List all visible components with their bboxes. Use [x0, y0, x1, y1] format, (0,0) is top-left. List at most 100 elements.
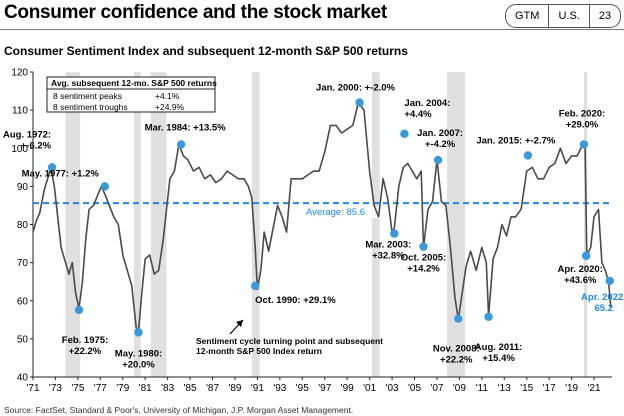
x-tick-label: '85	[184, 383, 197, 394]
x-tick-label: '97	[318, 383, 331, 394]
recession-band	[65, 72, 81, 377]
x-tick-label: '81	[139, 383, 152, 394]
recession-band	[371, 72, 380, 377]
data-label: Apr. 2020:	[557, 264, 602, 275]
data-label: Jan. 2015: +-2.7%	[476, 135, 556, 146]
data-label: +20.0%	[122, 359, 155, 370]
x-tick-label: '17	[543, 383, 556, 394]
data-label: +-4.2%	[425, 139, 456, 150]
x-tick-label: '07	[430, 383, 443, 394]
x-tick-label: '11	[476, 383, 489, 394]
x-tick-label: '03	[386, 383, 399, 394]
data-point	[579, 140, 589, 149]
y-tick-label: 40	[17, 373, 29, 384]
summary-table-row-value: +4.1%	[155, 91, 180, 101]
x-tick-label: '01	[363, 383, 376, 394]
summary-table-row-value: +24.9%	[155, 102, 185, 112]
data-label: Feb. 1975:	[62, 335, 108, 346]
badge-page-number: 23	[588, 5, 620, 27]
data-label: Apr. 2022:	[581, 292, 624, 303]
y-tick-label: 120	[11, 68, 28, 79]
x-tick-label: '87	[206, 383, 219, 394]
y-tick-label: 90	[17, 182, 29, 193]
x-tick-label: '99	[341, 383, 354, 394]
sentiment-line	[32, 101, 612, 333]
chart-title: Consumer Sentiment Index and subsequent …	[4, 44, 408, 58]
data-label: +32.8%	[372, 251, 405, 262]
y-tick-label: 110	[12, 106, 28, 117]
x-tick-label: '71	[26, 383, 39, 394]
y-tick-label: 50	[17, 334, 29, 345]
x-tick-label: '77	[94, 383, 107, 394]
data-point	[419, 242, 428, 251]
summary-table-header: Avg. subsequent 12-mo. S&P 500 returns	[51, 78, 217, 88]
data-label: +15.4%	[482, 353, 515, 364]
y-tick-label: 100	[11, 144, 28, 155]
annotation-text: Sentiment cycle turning point and subseq…	[196, 336, 383, 346]
data-label: Nov. 2008:	[433, 344, 480, 355]
data-point	[454, 314, 463, 323]
data-point	[390, 229, 399, 238]
data-label: +-6.2%	[21, 140, 52, 151]
data-point	[400, 129, 409, 138]
data-point	[250, 281, 260, 291]
data-point	[355, 98, 364, 107]
y-tick-label: 70	[17, 258, 29, 269]
page-title: Consumer confidence and the stock market	[4, 2, 387, 23]
y-tick-label: 80	[17, 220, 29, 231]
data-point	[433, 155, 443, 165]
source-note: Source: FactSet, Standard & Poor's, Univ…	[4, 405, 354, 415]
x-tick-label: '83	[161, 383, 174, 394]
summary-table-row-label: 8 sentiment troughs	[53, 102, 128, 112]
data-point	[484, 312, 493, 321]
average-label-bg	[300, 206, 388, 219]
data-point	[605, 276, 614, 286]
data-point	[47, 163, 57, 172]
header-rule	[0, 29, 624, 30]
x-tick-label: '21	[588, 383, 601, 394]
data-label: Feb. 2020:	[559, 108, 605, 119]
data-label: May. 1980:	[115, 348, 162, 359]
annotation-text: 12-month S&P 500 Index return	[196, 346, 322, 356]
x-tick-label: '91	[251, 383, 264, 394]
annotation-arrowhead	[236, 320, 243, 327]
badge-section: GTM	[515, 10, 540, 22]
data-label: +29.0%	[566, 119, 599, 130]
data-point	[134, 328, 143, 337]
data-point	[581, 251, 591, 260]
data-point	[523, 151, 533, 160]
data-label: May. 1977: +1.2%	[22, 168, 100, 179]
x-tick-label: '95	[296, 383, 309, 394]
data-label: Oct. 2005:	[401, 253, 446, 264]
average-label: Average: 85.6	[306, 207, 365, 218]
recession-band	[150, 72, 167, 377]
data-point	[176, 140, 186, 149]
x-tick-label: '75	[71, 383, 84, 394]
data-label: Oct. 1990: +29.1%	[255, 295, 336, 306]
summary-table-frame	[46, 76, 216, 113]
data-label: Aug. 2011:	[475, 342, 523, 353]
data-label: +4.4%	[404, 109, 432, 120]
x-tick-label: '73	[49, 383, 62, 394]
x-tick-label: '13	[498, 383, 511, 394]
data-label: Jan. 2004:	[404, 98, 450, 109]
y-tick-label: 60	[17, 296, 29, 307]
data-label: +43.6%	[564, 275, 597, 286]
data-label: Jan. 2000: +-2.0%	[316, 83, 396, 94]
data-label: Mar. 2003:	[365, 240, 411, 251]
x-tick-label: '09	[453, 383, 466, 394]
x-tick-label: '15	[520, 383, 533, 394]
data-point	[100, 182, 110, 191]
data-label: 65.2	[595, 303, 614, 314]
badge-region: U.S.	[548, 5, 588, 27]
x-tick-label: '19	[565, 383, 578, 394]
recession-band	[251, 72, 260, 377]
data-label: +22.2%	[69, 346, 102, 357]
page-badge: GTM U.S. 23	[505, 4, 622, 28]
x-tick-label: '05	[408, 383, 421, 394]
summary-table-row-label: 8 sentiment peaks	[53, 91, 122, 101]
data-label: +14.2%	[407, 264, 440, 275]
data-label: +22.2%	[440, 355, 473, 366]
recession-band	[133, 72, 141, 377]
